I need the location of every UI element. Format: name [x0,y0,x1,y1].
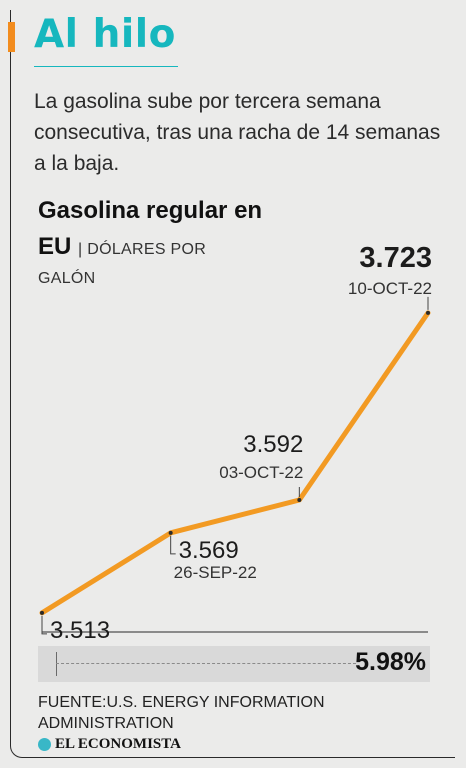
leader-line [170,535,176,555]
change-value: 5.98% [355,648,426,676]
change-tick [56,652,57,676]
chart-unit: | DÓLARES POR [78,241,207,258]
series-line [39,310,431,616]
source-line-2: ADMINISTRATION [38,715,174,732]
title-underline [34,66,178,67]
source-line-1: FUENTE:U.S. ENERGY INFORMATION [38,694,325,711]
change-bar: 5.98% [38,646,430,682]
leader-line [41,615,47,635]
change-dash [56,663,356,664]
subtitle: La gasolina sube por tercera semana cons… [34,90,441,175]
data-point [426,310,430,315]
chart-title-text: Gasolina regular en EU [38,197,263,260]
data-label: 3.592 [243,431,303,458]
data-label: 3.513 [50,617,110,644]
x-tick-label: 03-OCT-22 [219,463,303,482]
data-point [168,530,173,535]
page-title: Al hilo [34,12,176,57]
chart-unit-continued: GALÓN [38,270,96,287]
publisher-logo: EL ECONOMISTA [38,736,181,753]
x-tick-label: 26-SEP-22 [174,563,257,582]
data-label: 3.723 [359,242,432,274]
source-note: FUENTE:U.S. ENERGY INFORMATION ADMINISTR… [38,692,325,734]
chart-title: Gasolina regular en EU | DÓLARES POR [38,193,298,268]
accent-bar [8,22,15,52]
globe-icon [38,738,51,751]
publisher-name: EL ECONOMISTA [55,736,181,752]
data-point [40,610,44,615]
x-tick-label: 10-OCT-22 [348,279,432,298]
data-point [297,498,302,502]
data-label: 3.569 [179,537,239,564]
card-frame [10,10,455,758]
